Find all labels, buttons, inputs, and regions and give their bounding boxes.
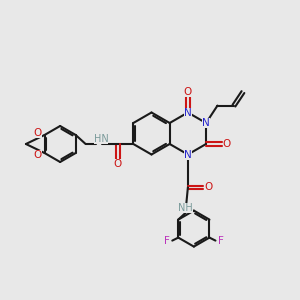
Text: N: N <box>184 149 192 160</box>
Text: O: O <box>34 128 42 138</box>
Text: O: O <box>34 150 42 161</box>
Text: O: O <box>204 182 213 193</box>
Text: O: O <box>114 159 122 169</box>
Text: N: N <box>184 107 192 118</box>
Text: F: F <box>218 236 224 246</box>
Text: F: F <box>164 236 170 246</box>
Text: N: N <box>202 118 210 128</box>
Text: O: O <box>184 87 192 97</box>
Text: HN: HN <box>94 134 108 144</box>
Text: NH: NH <box>178 203 193 213</box>
Text: O: O <box>223 139 231 149</box>
Text: N: N <box>184 149 192 160</box>
